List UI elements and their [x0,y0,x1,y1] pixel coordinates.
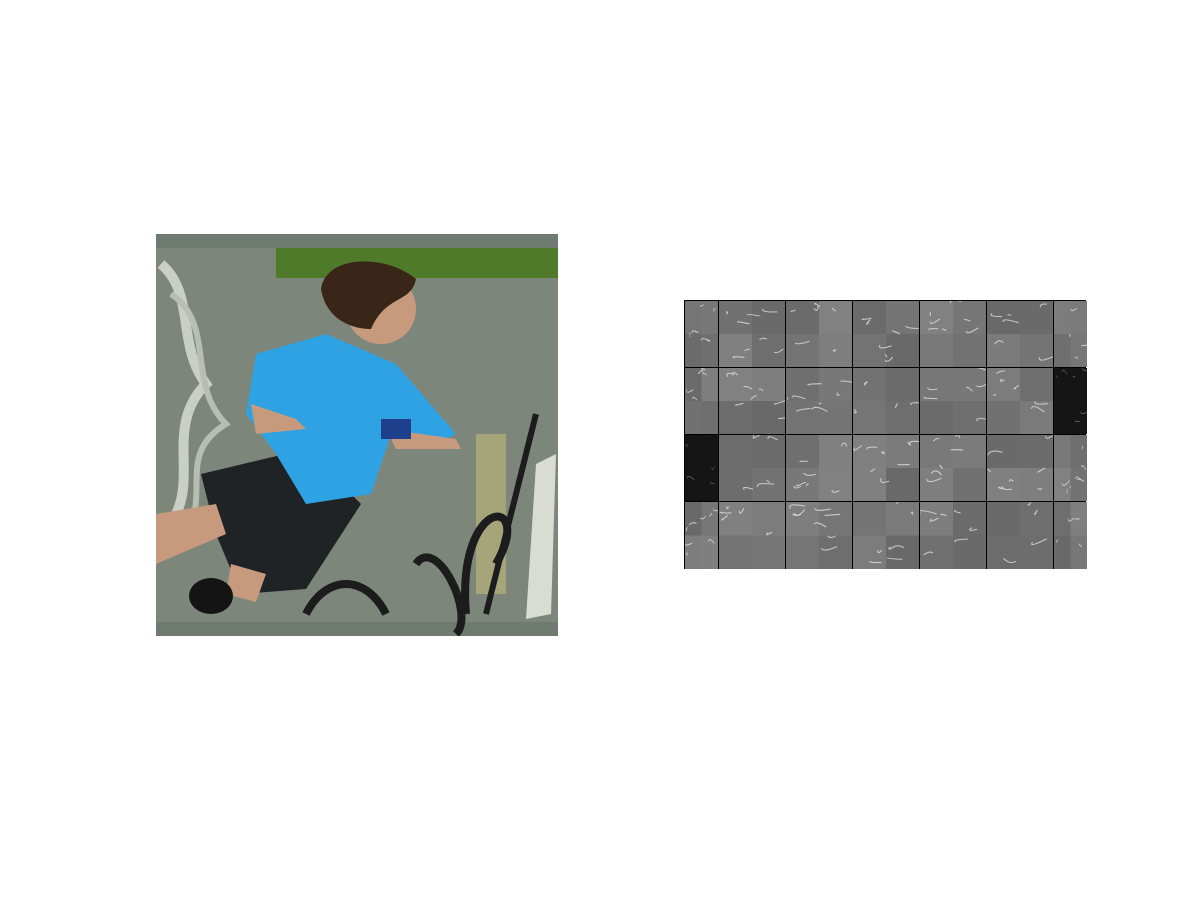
feature-map-tile [786,435,852,501]
feature-map-tile [853,435,919,501]
feature-map-tile [987,502,1053,569]
feature-map-tile [987,435,1053,501]
feature-map-grid [684,300,1087,569]
feature-map-tile [685,301,718,367]
feature-map-tile [1054,502,1087,569]
feature-map-tile [786,502,852,569]
feature-map-tile [920,435,986,501]
feature-map-tile [1054,301,1087,367]
feature-map-tile [1054,435,1087,501]
photo-illustration [156,234,558,636]
feature-map-tile [786,301,852,367]
feature-map-tile [853,502,919,569]
feature-map-tile [685,435,718,501]
feature-map-tile [685,368,718,434]
feature-map-tile [920,502,986,569]
feature-map-tile [719,502,785,569]
feature-map-tile [719,301,785,367]
feature-map-tile [920,301,986,367]
feature-map-tile [920,368,986,434]
feature-map-tile [987,301,1053,367]
feature-map-tile [685,502,718,569]
feature-map-tile [853,368,919,434]
feature-map-tile [719,435,785,501]
feature-map-tile [987,368,1053,434]
feature-map-tile [719,368,785,434]
feature-map-tile [786,368,852,434]
feature-map-tile [853,301,919,367]
input-photo [156,234,558,636]
feature-map-tile [1054,368,1087,434]
